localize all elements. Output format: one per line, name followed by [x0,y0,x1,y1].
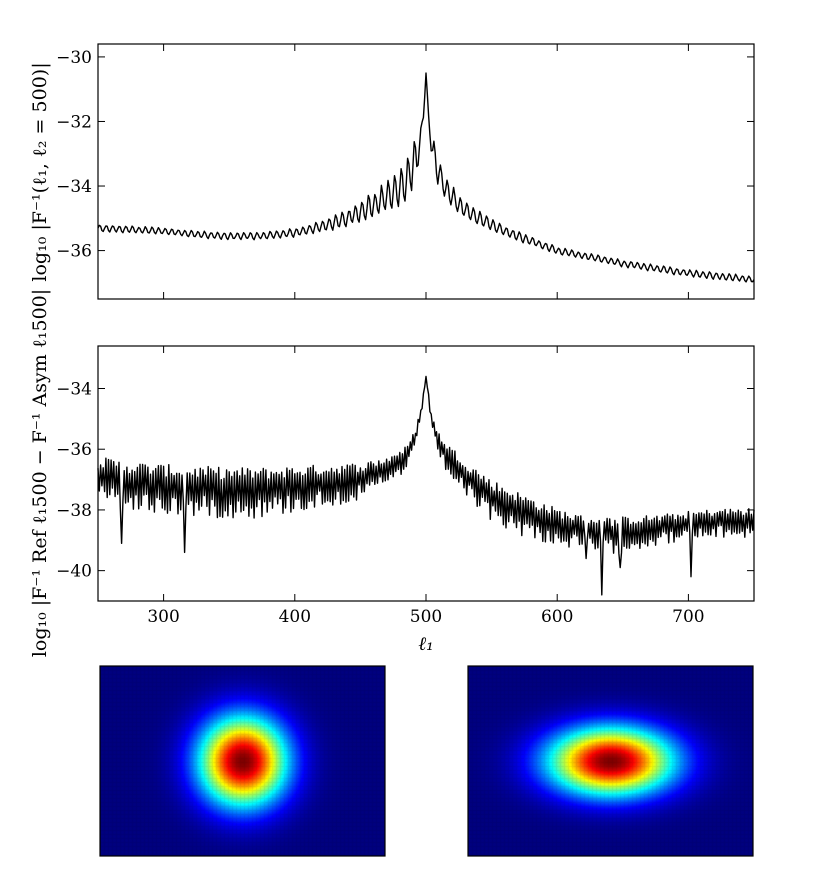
heatmap-right-frame [467,665,754,857]
bottom-axes-frame [97,345,755,602]
bottom-panel: −34 −36 −38 −40 300 400 500 600 700 log₁₀ |F⁻¹ … [29,289,755,657]
bottom-y-axis-label: log₁₀ |F⁻¹ Ref ℓ₁500 − F⁻¹ Asym ℓ₁500| [29,289,51,657]
top-y-tick-label: −30 [56,48,92,68]
top-y-tick-label: −32 [56,112,92,132]
heatmap-right [467,665,754,857]
bottom-y-tick-label: −34 [56,380,92,400]
top-axes-frame [97,43,755,300]
bottom-x-tick-label: 500 [410,607,442,627]
top-y-axis-label: log₁₀ |F⁻¹(ℓ₁, ℓ₂ = 500)| [29,62,51,281]
bottom-x-axis-label: ℓ₁ [418,633,434,655]
heatmap-left [99,665,386,857]
bottom-x-tick-label: 700 [672,607,704,627]
bottom-x-tick-label: 600 [541,607,573,627]
top-y-tick-label: −34 [56,177,92,197]
bottom-x-tick-label: 400 [279,607,311,627]
top-y-tick-label: −36 [56,242,92,262]
heatmap-left-frame [99,665,386,857]
bottom-series-line [97,375,755,596]
top-x-ticks [163,44,689,299]
bottom-x-tick-label: 300 [147,607,179,627]
top-series-line [97,72,755,283]
bottom-y-tick-label: −40 [56,562,92,582]
bottom-y-ticks: −34 −36 −38 −40 [56,380,754,582]
top-y-ticks: −30 −32 −34 −36 [56,48,754,262]
bottom-y-tick-label: −38 [56,501,92,521]
heatmap-right-canvas [468,666,753,856]
top-panel: −30 −32 −34 −36 log₁₀ |F⁻¹(ℓ₁, ℓ₂ = 500)| [29,43,755,300]
bottom-x-ticks: 300 400 500 600 700 [147,346,705,627]
heatmap-left-canvas [100,666,385,856]
bottom-y-tick-label: −36 [56,440,92,460]
